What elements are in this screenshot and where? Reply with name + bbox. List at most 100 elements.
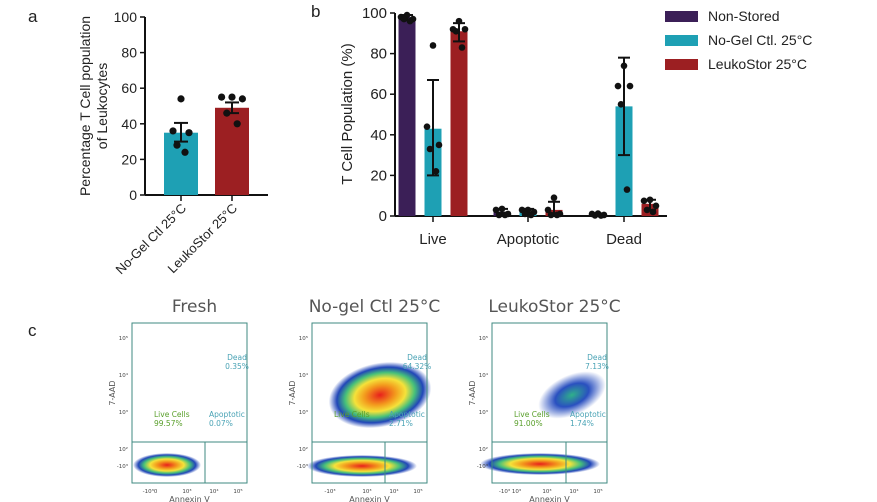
plot-frame: [491, 322, 608, 484]
data-point: [400, 15, 408, 23]
y-tick-label: 80: [121, 45, 137, 61]
y-axis-label: 7-AAD: [468, 380, 477, 405]
x-tick-label: 10⁵: [413, 488, 422, 495]
x-tick-label: Apoptotic: [497, 231, 560, 248]
legend-swatch-1: [665, 35, 698, 46]
data-point: [550, 194, 558, 202]
x-tick-label: -10³ 10³: [499, 488, 521, 495]
data-point: [181, 148, 189, 156]
apoptotic-pct: 1.74%: [570, 419, 594, 428]
data-point: [426, 145, 434, 153]
live-cell-population: [307, 455, 417, 477]
data-point: [452, 27, 460, 35]
data-point: [527, 211, 535, 219]
data-point: [492, 206, 500, 214]
y-tick-label: 10⁵: [119, 335, 128, 342]
panel-label-b: b: [311, 2, 320, 21]
live-cell-population: [480, 453, 600, 475]
data-point: [228, 93, 236, 101]
y-tick-label: 10⁵: [479, 335, 488, 342]
dead-label: Dead: [587, 353, 607, 362]
x-tick-label: -10³0: [143, 488, 158, 495]
y-tick-label: 80: [370, 46, 387, 63]
data-point: [423, 123, 431, 130]
x-tick-label: 10³: [542, 488, 551, 495]
x-axis-label: Annexin V: [349, 495, 390, 502]
data-point: [521, 210, 529, 218]
x-axis-label: Annexin V: [169, 495, 210, 502]
data-point: [495, 211, 503, 219]
live-pct: 91.00%: [514, 419, 543, 428]
data-point: [432, 168, 440, 175]
x-axis-label: Annexin V: [529, 495, 570, 502]
data-point: [646, 196, 654, 204]
data-point: [455, 17, 463, 25]
x-tick-label: 10⁴: [569, 488, 579, 495]
x-tick-label: Dead: [606, 231, 642, 248]
y-tick-label: 0: [379, 208, 387, 225]
apoptotic-pct: 0.07%: [209, 419, 233, 428]
y-axis-label: Percentage T Cell populationof Leukocyte…: [77, 16, 110, 196]
y-tick-label: 100: [114, 9, 138, 25]
data-point: [435, 141, 443, 149]
y-tick-label: 20: [370, 167, 387, 184]
flow-plot-title: No-gel Ctl 25°C: [309, 297, 441, 317]
y-tick-label: 40: [121, 116, 137, 132]
data-point: [626, 82, 634, 90]
x-tick-label: 10⁴: [209, 488, 219, 495]
data-point: [223, 109, 231, 117]
y-tick-label: 10⁴: [299, 372, 309, 379]
y-axis-label-line: of Leukocytes: [94, 63, 110, 149]
data-point: [461, 25, 469, 33]
data-point: [501, 211, 509, 219]
x-tick-label: -10³: [324, 488, 335, 495]
y-tick-label: 40: [370, 127, 387, 144]
legend-label-2: LeukoStor 25°C: [708, 56, 807, 72]
y-tick-label: -10³: [477, 463, 488, 470]
y-axis-label: 7-AAD: [108, 380, 117, 405]
data-point: [591, 212, 599, 219]
dead-pct: 0.35%: [225, 362, 249, 371]
data-point: [233, 120, 241, 128]
apoptotic-label: Apoptotic: [570, 410, 606, 419]
data-point: [623, 186, 631, 193]
data-point: [643, 206, 651, 214]
apoptotic-pct: 2.71%: [389, 419, 413, 428]
bar-live-0: [398, 17, 416, 217]
legend-label-0: Non-Stored: [708, 8, 780, 24]
flow-plot-title: LeukoStor 25°C: [488, 297, 620, 317]
live-cell-population: [133, 453, 201, 477]
y-tick-label: 10²: [299, 446, 308, 453]
y-tick-label: 10³: [299, 409, 308, 416]
y-tick-label: 0: [129, 187, 137, 203]
apoptotic-label: Apoptotic: [389, 410, 425, 419]
data-point: [544, 206, 552, 214]
data-point: [169, 127, 177, 135]
dead-cell-population: [538, 371, 606, 419]
data-point: [429, 42, 437, 49]
bar-live-2: [450, 31, 468, 216]
y-axis-label: T Cell Population (%): [339, 43, 356, 184]
y-tick-label: 60: [121, 80, 137, 96]
panel-label-c: c: [28, 321, 37, 340]
y-tick-label: 10³: [479, 409, 488, 416]
panel-label-a: a: [28, 7, 38, 26]
data-point: [553, 211, 561, 219]
y-tick-label: 100: [362, 5, 387, 22]
legend-swatch-0: [665, 11, 698, 22]
bar-1: [215, 107, 249, 195]
live-label: Live Cells: [154, 410, 190, 419]
data-point: [614, 82, 622, 90]
dead-label: Dead: [227, 353, 247, 362]
apoptotic-label: Apoptotic: [209, 410, 245, 419]
dead-pct: 64.32%: [403, 362, 432, 371]
chart-b: 0 20 40 60 80 100 T Cell Population (%) Live Apo…: [339, 5, 812, 248]
data-point: [406, 17, 414, 25]
live-pct: 99.57%: [154, 419, 183, 428]
